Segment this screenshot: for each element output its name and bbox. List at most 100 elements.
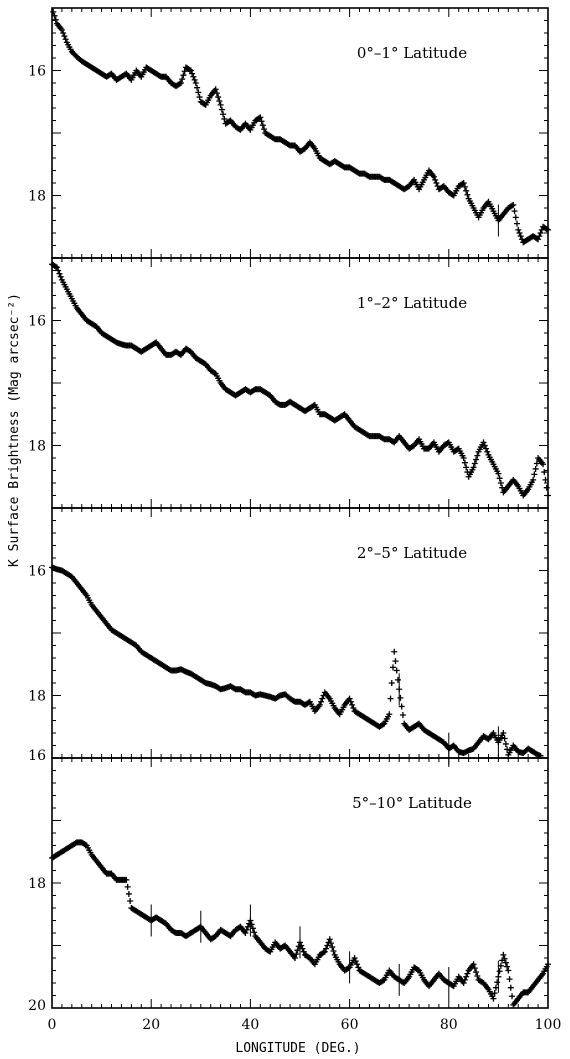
data-point: [543, 226, 550, 233]
data-point: [50, 8, 57, 15]
data-point: [464, 191, 471, 198]
data-point: [502, 959, 509, 966]
data-point: [60, 30, 67, 36]
data-point: [298, 942, 305, 949]
data-point: [388, 680, 395, 686]
data-point: [514, 220, 520, 227]
data-point: [349, 701, 356, 708]
data-point: [491, 990, 498, 997]
data-point: [220, 111, 227, 118]
data-point: [52, 16, 59, 23]
data-point: [505, 967, 512, 974]
data-point: [461, 976, 468, 983]
data-point: [56, 270, 63, 277]
data-point: [248, 921, 255, 928]
data-point: [53, 264, 60, 271]
panel-frame: [51, 507, 549, 759]
data-point: [474, 972, 481, 979]
data-point: [460, 180, 467, 186]
data-point: [533, 460, 540, 467]
data-point: [320, 949, 327, 956]
data-point: [490, 995, 497, 1002]
data-point: [387, 695, 394, 702]
data-point: [328, 940, 334, 947]
data-point: [512, 214, 519, 221]
x-tick-label: 100: [535, 1017, 562, 1033]
x-tick-label: 20: [142, 1017, 160, 1033]
data-point: [545, 492, 551, 499]
data-point: [215, 94, 222, 101]
data-point: [463, 464, 470, 471]
data-point: [536, 233, 543, 240]
data-point: [515, 226, 522, 233]
panel-frame: [51, 757, 549, 1009]
data-point: [212, 86, 219, 93]
data-point: [195, 89, 202, 96]
data-point: [192, 80, 199, 86]
data-point: [391, 648, 398, 655]
data-point: [464, 970, 471, 977]
data-point: [354, 961, 361, 968]
data-point: [474, 452, 481, 459]
x-tick-labels: 0 20 40 60 80 100: [48, 1017, 562, 1033]
data-point: [459, 180, 466, 187]
data-point: [545, 226, 551, 233]
data-point: [537, 230, 544, 236]
data-point: [496, 475, 503, 482]
x-axis-title: LONGITUDE (DEG.): [235, 1041, 360, 1056]
data-point: [460, 455, 467, 461]
data-point: [251, 929, 258, 936]
data-point: [217, 101, 224, 108]
data-point: [433, 180, 440, 186]
data-point: [55, 267, 62, 274]
panel-frame: [51, 7, 549, 259]
data-point: [506, 976, 513, 983]
data-point: [62, 36, 69, 43]
y-tick-label: 16: [28, 64, 46, 80]
data-point: [414, 966, 421, 973]
panel-2: 16 18 1°–2° Latitude: [28, 257, 551, 509]
data-point: [541, 469, 548, 476]
y-tick-label: 16: [28, 564, 46, 580]
data-point: [500, 730, 507, 736]
data-point: [397, 694, 404, 701]
data-point: [392, 658, 399, 665]
data-point: [535, 236, 542, 243]
x-tick-label: 80: [440, 1017, 458, 1033]
data-point: [211, 369, 218, 376]
data-point: [516, 230, 523, 236]
data-point: [471, 460, 478, 467]
data-point: [321, 948, 328, 955]
data-point: [352, 958, 359, 965]
data-point: [502, 740, 509, 747]
data-point: [473, 456, 480, 463]
data-point: [259, 122, 266, 129]
data-point: [125, 890, 132, 897]
data-point: [481, 442, 488, 449]
data-point: [292, 955, 299, 961]
data-point: [124, 883, 131, 890]
data-point: [480, 439, 487, 446]
data-point: [51, 12, 58, 19]
data-point: [390, 664, 396, 671]
data-point: [545, 961, 551, 968]
data-point: [470, 961, 477, 968]
data-point: [330, 947, 337, 954]
data-point: [511, 208, 518, 215]
data-point: [187, 67, 194, 74]
data-point: [497, 480, 504, 486]
data-point: [501, 735, 508, 742]
y-tick-label: 20: [28, 998, 46, 1014]
data-point: [218, 106, 225, 113]
data-point: [463, 973, 470, 980]
y-tick-label: 18: [28, 439, 46, 455]
data-point: [61, 33, 68, 40]
data-point: [191, 76, 198, 83]
data-point: [394, 676, 401, 683]
data-point: [319, 695, 326, 702]
data-point: [495, 470, 502, 477]
data-point: [504, 963, 511, 970]
data-point: [345, 965, 352, 972]
